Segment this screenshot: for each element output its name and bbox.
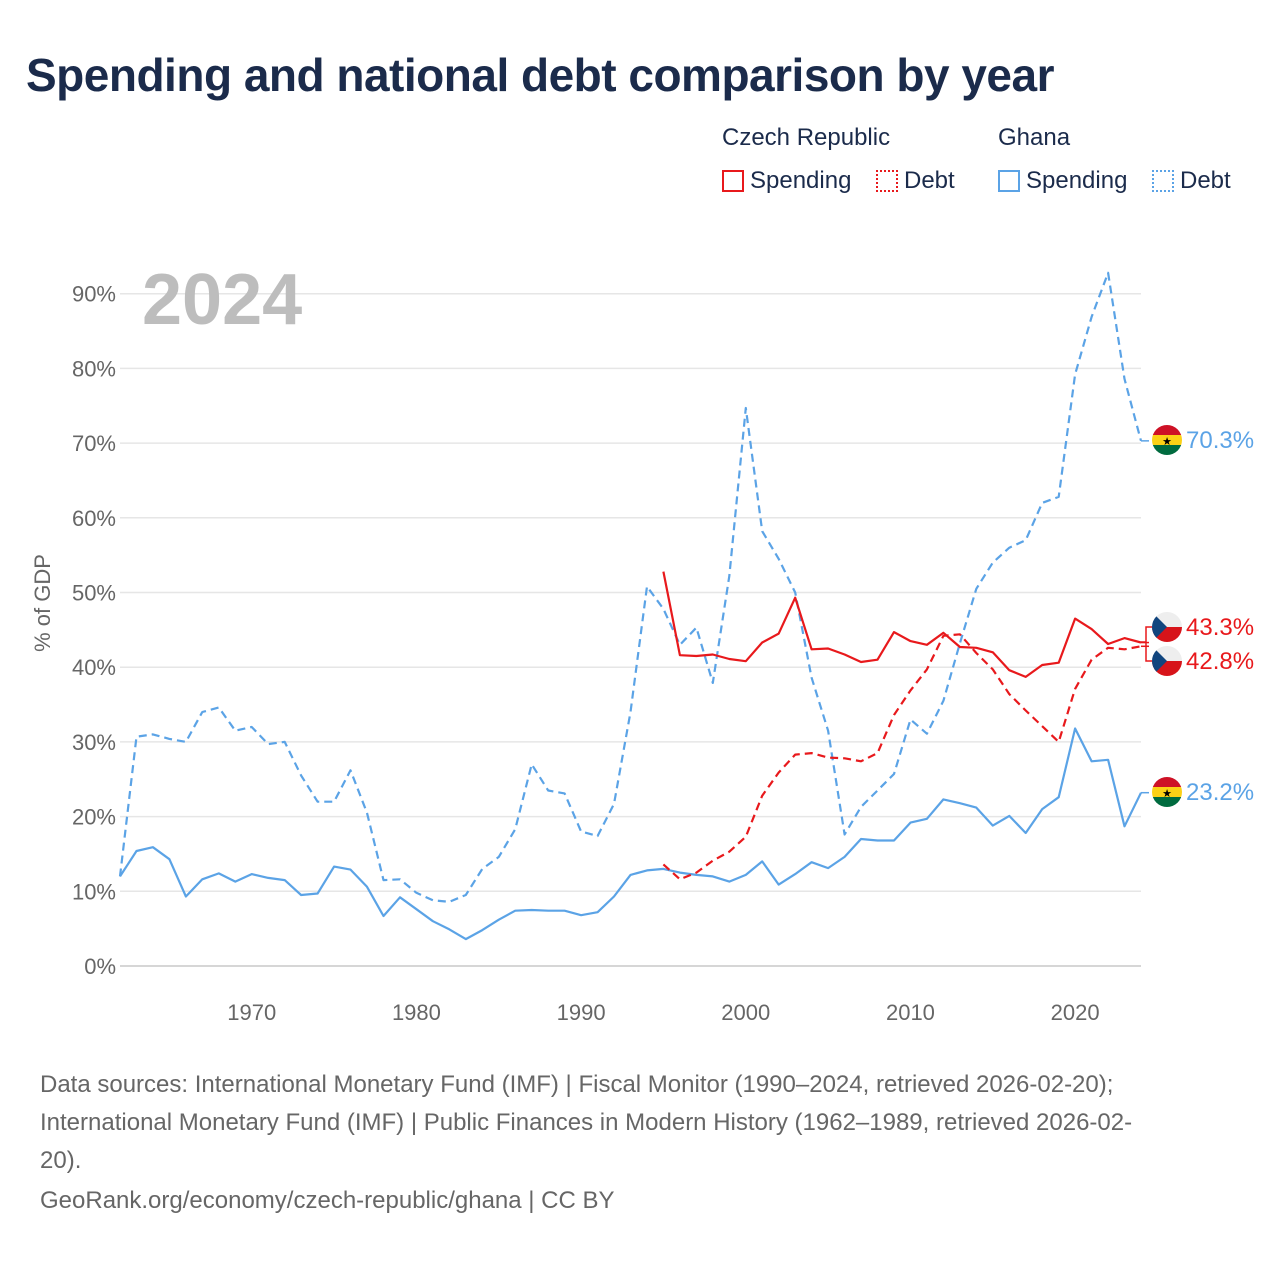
y-tick-label: 50% [72, 581, 116, 606]
legend-czech-debt[interactable]: Debt [876, 166, 955, 196]
end-value-label: 42.8% [1186, 648, 1254, 675]
source-line-1: Data sources: International Monetary Fun… [40, 1071, 1114, 1098]
series-line-czech-republic-spending[interactable] [662, 571, 1142, 679]
end-value-label: 43.3% [1186, 614, 1254, 641]
end-value-label: 23.2% [1186, 779, 1254, 806]
series-line-czech-republic-debt[interactable] [662, 633, 1142, 881]
source-line-2: International Monetary Fund (IMF) | Publ… [40, 1109, 1133, 1136]
legend-ghana-debt[interactable]: Debt [1152, 166, 1231, 196]
y-tick-label: 30% [72, 730, 116, 755]
y-tick-label: 0% [84, 954, 116, 979]
legend-swatch-czech-debt [876, 170, 898, 192]
y-tick-label: 90% [72, 282, 116, 307]
legend-group-czech: Czech Republic [722, 124, 891, 151]
x-tick-label: 2020 [1051, 1000, 1100, 1025]
series-line-ghana-debt[interactable] [118, 271, 1143, 903]
year-watermark: 2024 [142, 260, 302, 340]
czech-flag-icon [1152, 612, 1182, 642]
y-tick-label: 60% [72, 506, 116, 531]
legend-swatch-ghana-debt [1152, 170, 1174, 192]
y-tick-label: 70% [72, 431, 116, 456]
source-line-3: 20). [40, 1147, 82, 1174]
y-tick-label: 20% [72, 805, 116, 830]
x-tick-label: 2010 [886, 1000, 935, 1025]
legend-label-czech-spending: Spending [750, 167, 852, 194]
x-tick-label: 2000 [721, 1000, 770, 1025]
czech-flag-icon [1152, 646, 1182, 676]
svg-text:★: ★ [1162, 788, 1172, 800]
ghana-flag-icon: ★ [1152, 777, 1182, 807]
legend-czech-spending[interactable]: Spending [722, 166, 851, 196]
end-value-label: 70.3% [1186, 427, 1254, 454]
legend-swatch-czech-spending [722, 170, 744, 192]
ghana-flag-icon: ★ [1152, 425, 1182, 455]
legend-label-ghana-debt: Debt [1180, 167, 1231, 194]
legend-label-czech-debt: Debt [904, 167, 955, 194]
y-tick-label: 10% [72, 879, 116, 904]
series-line-ghana-spending[interactable] [119, 727, 1142, 941]
y-axis-label: % of GDP [30, 554, 55, 652]
x-tick-label: 1990 [557, 1000, 606, 1025]
legend-group-ghana: Ghana [998, 124, 1071, 151]
chart-title: Spending and national debt comparison by… [26, 49, 1055, 101]
x-tick-label: 1980 [392, 1000, 441, 1025]
svg-text:★: ★ [1162, 436, 1172, 448]
x-tick-label: 1970 [227, 1000, 276, 1025]
label-connector [1141, 626, 1152, 662]
y-tick-label: 40% [72, 655, 116, 680]
legend-swatch-ghana-spending [998, 170, 1020, 192]
legend-label-ghana-spending: Spending [1026, 167, 1128, 194]
y-tick-label: 80% [72, 356, 116, 381]
chart-plot: 0% 10% 20% 30% 40% 50% 60% 70% 80% 90% 1970 1980 199… [30, 260, 1254, 1025]
attribution-link[interactable]: GeoRank.org/economy/czech-republic/ghana… [40, 1187, 615, 1214]
legend-ghana-spending[interactable]: Spending [998, 166, 1127, 196]
